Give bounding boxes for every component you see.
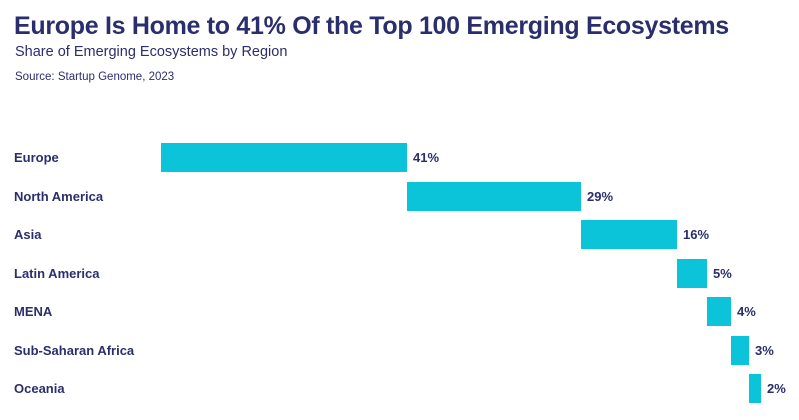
region-label: North America <box>14 188 104 204</box>
chart-title: Europe Is Home to 41% Of the Top 100 Eme… <box>14 12 729 40</box>
waterfall-bar <box>749 374 761 403</box>
waterfall-bar <box>707 297 731 326</box>
waterfall-bar <box>677 258 707 288</box>
waterfall-bar <box>731 335 749 365</box>
value-label: 5% <box>713 265 732 281</box>
chart-subtitle: Share of Emerging Ecosystems by Region <box>15 44 288 60</box>
chart-row: Sub-Saharan Africa 3% <box>0 335 799 365</box>
region-label: Sub-Saharan Africa <box>14 342 135 358</box>
region-label: Asia <box>14 227 42 242</box>
chart-row: Oceania 2% <box>0 374 799 403</box>
region-label: Latin America <box>14 265 100 281</box>
value-label: 4% <box>737 304 756 319</box>
value-label: 2% <box>767 381 786 396</box>
chart-row: Europe 41% <box>0 143 799 172</box>
value-label: 41% <box>413 150 440 165</box>
value-label: 16% <box>683 227 710 242</box>
chart-row: North America 29% <box>0 181 799 211</box>
region-label: Europe <box>14 150 59 165</box>
chart-row: MENA 4% <box>0 297 799 326</box>
value-label: 3% <box>755 342 774 358</box>
region-label: Oceania <box>14 381 65 396</box>
waterfall-bar <box>581 220 677 249</box>
waterfall-bar <box>407 181 581 211</box>
region-label: MENA <box>14 304 53 319</box>
waterfall-bar <box>161 143 407 172</box>
chart-row: Latin America 5% <box>0 258 799 288</box>
value-label: 29% <box>587 188 614 204</box>
chart-row: Asia 16% <box>0 220 799 249</box>
chart-source: Source: Startup Genome, 2023 <box>15 71 175 83</box>
